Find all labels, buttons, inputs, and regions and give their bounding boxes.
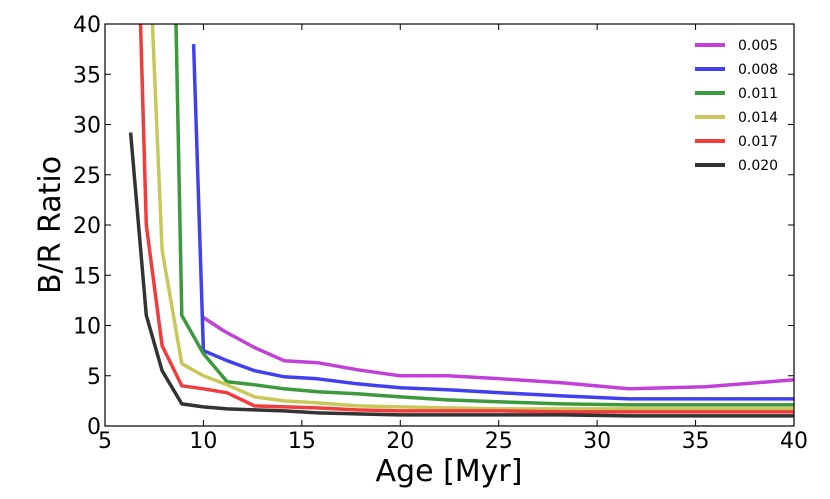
y-tick-label: 40 xyxy=(73,13,101,38)
y-tick-label: 0 xyxy=(87,415,101,440)
x-tick-label: 15 xyxy=(288,429,316,454)
x-tick-label: 35 xyxy=(682,429,710,454)
y-axis-label: B/R Ratio xyxy=(33,156,68,294)
series-line-0.011 xyxy=(174,24,794,407)
plot-area xyxy=(105,24,794,426)
legend-label-0.011: 0.011 xyxy=(738,86,778,102)
legend-label-0.017: 0.017 xyxy=(738,134,778,150)
y-tick-label: 25 xyxy=(73,164,101,189)
y-tick-label: 5 xyxy=(87,365,101,390)
series-line-0.017 xyxy=(138,24,794,414)
series-line-0.014 xyxy=(150,24,794,411)
x-tick-label: 30 xyxy=(583,429,611,454)
x-tick-label: 5 xyxy=(98,429,112,454)
series-layer xyxy=(128,24,794,418)
legend-label-0.005: 0.005 xyxy=(738,38,778,54)
legend-label-0.008: 0.008 xyxy=(738,62,778,78)
y-tick-label: 10 xyxy=(73,315,101,340)
series-line-0.005 xyxy=(202,316,794,391)
x-tick-label: 40 xyxy=(780,429,808,454)
series-line-0.020 xyxy=(128,132,794,418)
x-tick-label: 10 xyxy=(189,429,217,454)
x-tick-label: 20 xyxy=(386,429,414,454)
legend-label-0.020: 0.020 xyxy=(738,158,778,174)
legend-label-0.014: 0.014 xyxy=(738,110,778,126)
y-tick-label: 30 xyxy=(73,114,101,139)
legend: 0.005 0.008 0.011 0.014 0.017 0.020 xyxy=(695,38,778,174)
series-line-0.008 xyxy=(191,44,794,401)
y-tick-label: 15 xyxy=(73,264,101,289)
y-tick-label: 35 xyxy=(73,63,101,88)
y-tick-label: 20 xyxy=(73,214,101,239)
x-tick-label: 25 xyxy=(485,429,513,454)
x-axis-label: Age [Myr] xyxy=(376,454,523,489)
